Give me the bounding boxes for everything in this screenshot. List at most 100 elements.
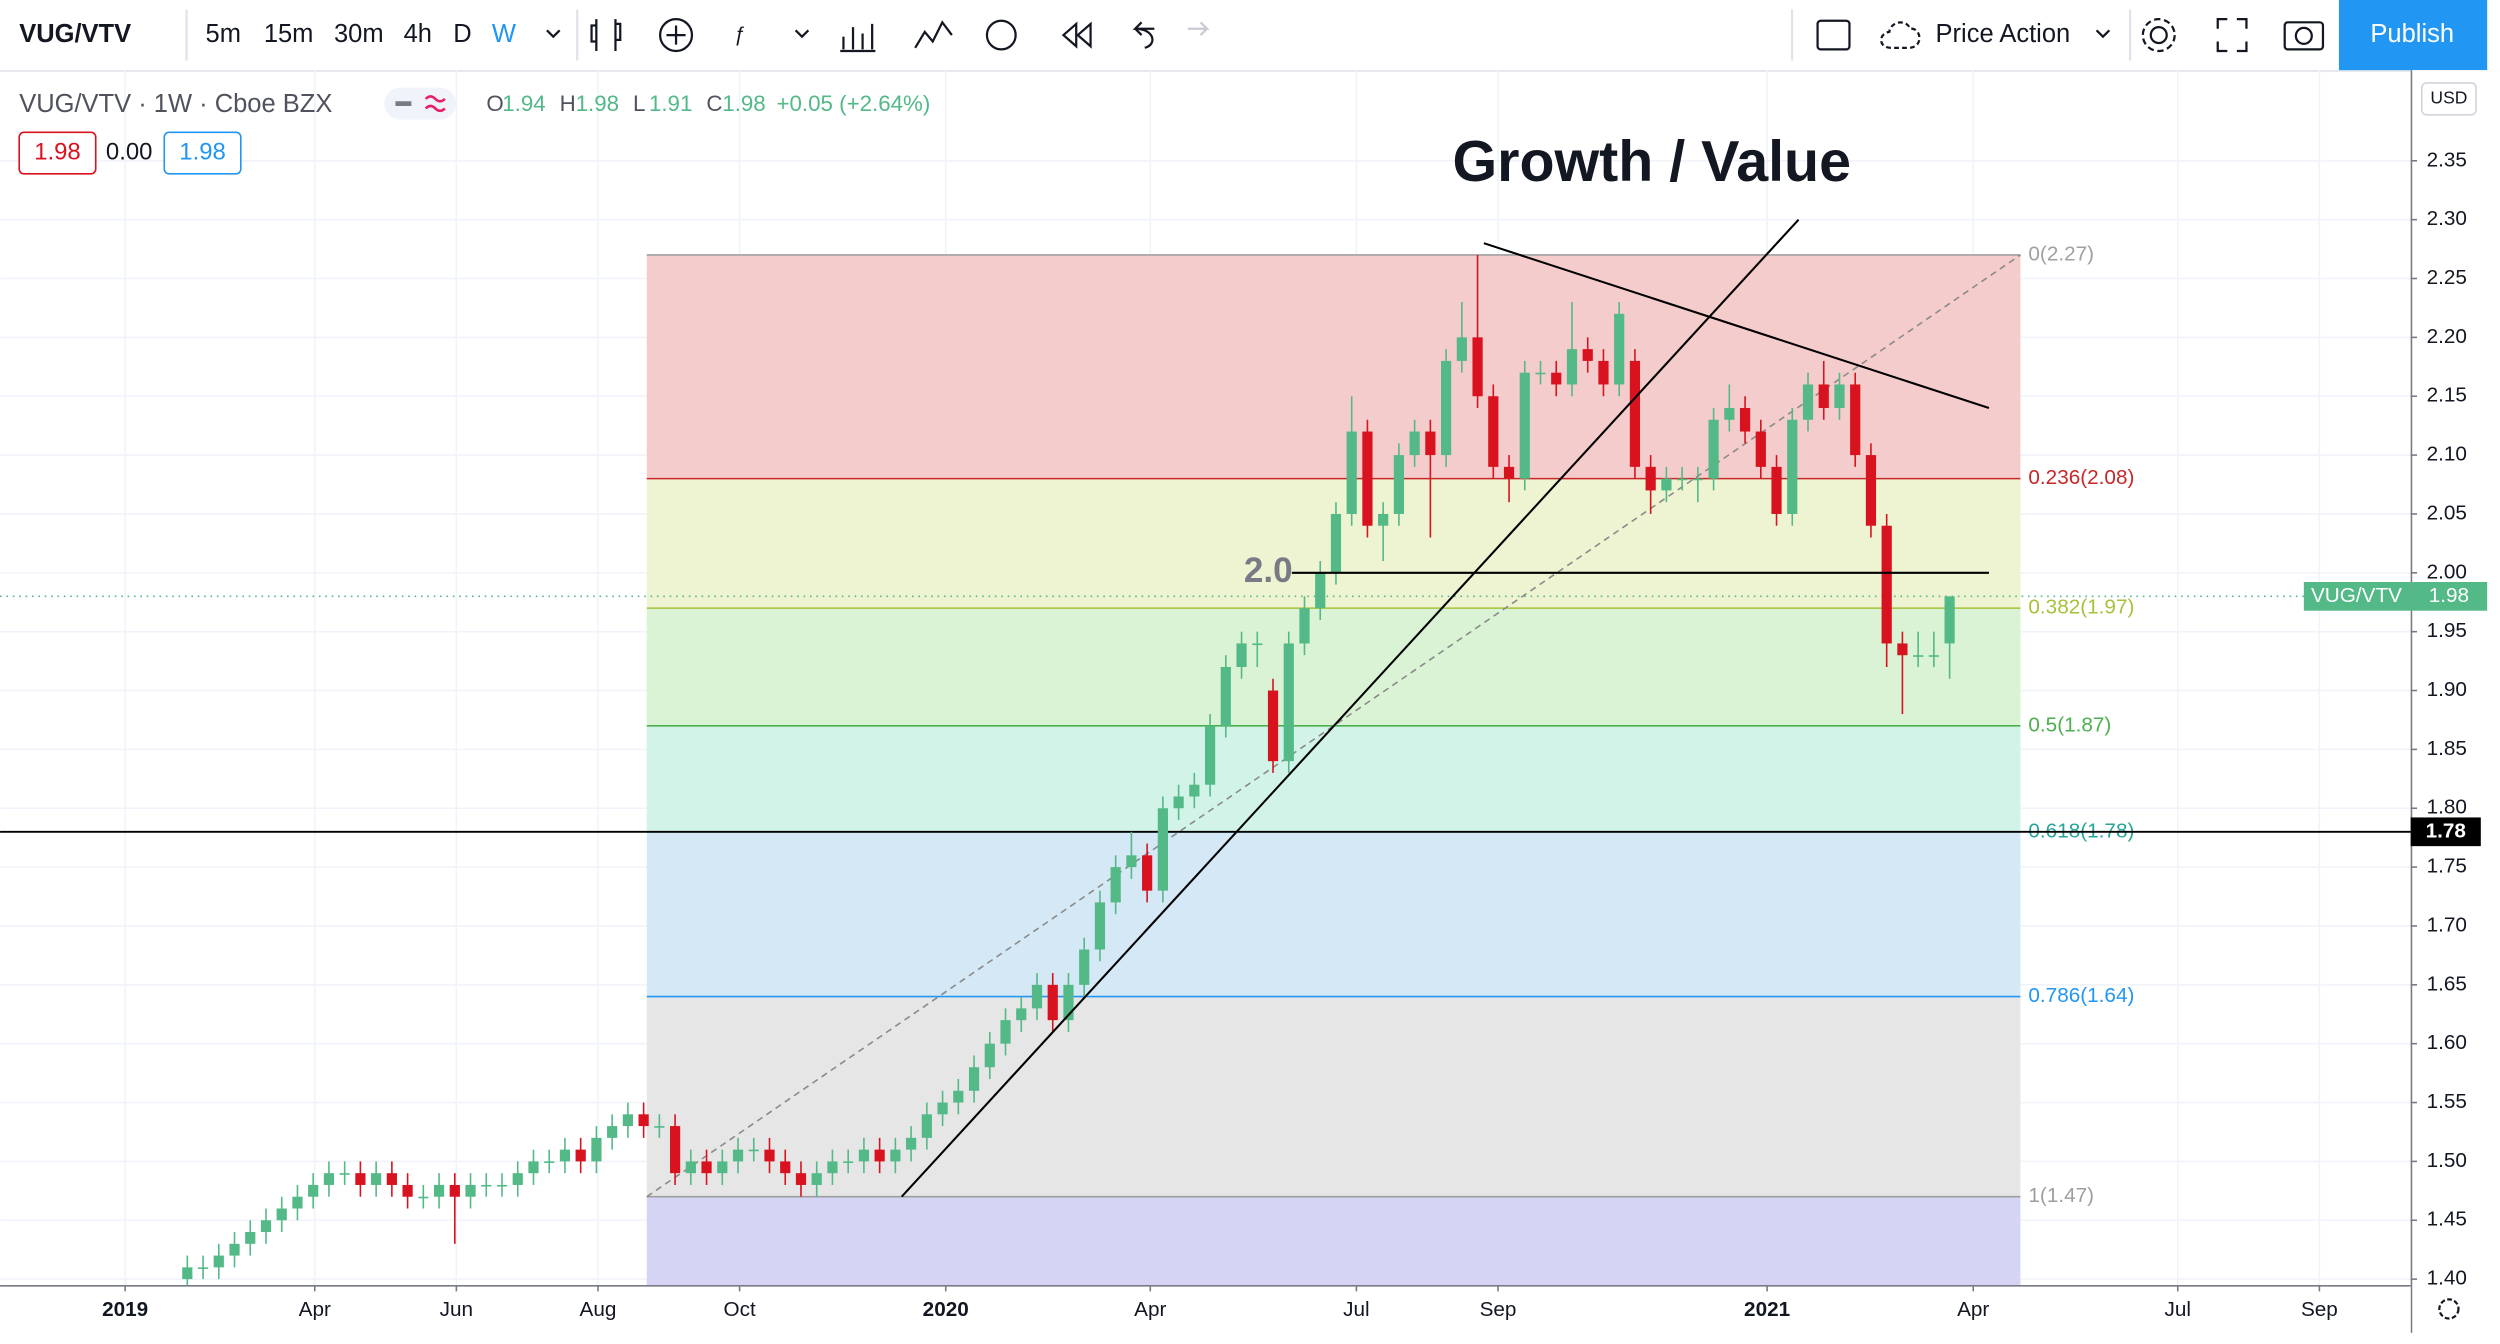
x-tick-label: Apr xyxy=(1134,1298,1166,1321)
interval-button[interactable]: W xyxy=(492,20,516,48)
interval-button[interactable]: 30m xyxy=(334,20,384,48)
candle-body xyxy=(685,1161,696,1174)
candle-body xyxy=(1598,360,1609,385)
last-price-name: VUG/VTV xyxy=(2311,584,2402,607)
candle-body xyxy=(1771,466,1782,514)
x-tick-label: 2020 xyxy=(923,1298,969,1321)
candle-body xyxy=(1016,1008,1027,1021)
interval-button[interactable]: 4h xyxy=(404,20,432,48)
publish-label[interactable]: Publish xyxy=(2370,20,2454,48)
candle-body xyxy=(1189,784,1200,797)
candle-body xyxy=(528,1161,539,1174)
candle-body xyxy=(811,1173,822,1185)
cloud-icon[interactable] xyxy=(1880,21,1921,49)
candle-body xyxy=(1724,408,1735,420)
currency-label[interactable]: USD xyxy=(2430,87,2467,107)
x-tick-label: Sep xyxy=(1480,1298,1517,1321)
candle-body xyxy=(308,1184,319,1197)
candle-body xyxy=(1865,455,1877,526)
symbol-search[interactable]: VUG/VTV xyxy=(19,20,131,48)
candle-body xyxy=(591,1137,602,1162)
chart-type[interactable] xyxy=(590,19,622,52)
candle-body xyxy=(764,1149,775,1162)
candle-body xyxy=(276,1208,287,1221)
ohlc-key: O xyxy=(486,91,503,116)
templates[interactable] xyxy=(914,20,953,49)
snapshot[interactable] xyxy=(2283,21,2325,51)
alert[interactable] xyxy=(985,19,1017,51)
candle-body xyxy=(1566,349,1578,385)
y-tick-label: 2.00 xyxy=(2427,560,2467,583)
y-tick-label: 2.25 xyxy=(2427,266,2467,289)
currency-box[interactable] xyxy=(2421,82,2477,116)
interval-button[interactable]: 15m xyxy=(264,20,314,48)
candle-body xyxy=(669,1126,681,1174)
snapshot-lens xyxy=(2294,26,2313,45)
candle-body xyxy=(1315,572,1326,609)
ohlc-value: 1.91 xyxy=(649,91,692,116)
legend-badge[interactable] xyxy=(384,87,457,120)
candle-body xyxy=(1299,608,1310,644)
interval-button[interactable]: D xyxy=(453,20,471,48)
compare-plus xyxy=(666,25,686,45)
price-axis xyxy=(2410,70,2500,1344)
layout-name[interactable]: Price Action xyxy=(1936,20,2071,48)
candle-body xyxy=(1031,984,1043,1009)
candle-body xyxy=(937,1102,948,1115)
select-layout[interactable] xyxy=(1816,19,1851,51)
ohlc-key: C xyxy=(706,91,722,116)
candle-body xyxy=(654,1126,665,1128)
fullscreen[interactable] xyxy=(2216,18,2248,53)
candle-body xyxy=(1582,349,1593,361)
hline-value: 1.78 xyxy=(2426,819,2466,842)
candle-body xyxy=(1818,384,1829,409)
interval-button[interactable]: 5m xyxy=(206,20,241,48)
indicators[interactable]: ƒ xyxy=(733,23,745,46)
candle-body xyxy=(197,1267,209,1269)
ohlc-key: L xyxy=(633,91,645,116)
interval-dropdown[interactable] xyxy=(546,29,561,39)
candle-body xyxy=(1503,466,1515,479)
candle-body xyxy=(827,1161,838,1174)
settings[interactable] xyxy=(2149,25,2168,45)
candle-body xyxy=(1614,313,1625,385)
indicators-dropdown[interactable] xyxy=(794,29,810,39)
candle-body xyxy=(1126,855,1137,868)
candle-body xyxy=(748,1149,759,1152)
candle-body xyxy=(386,1173,397,1185)
candle-body xyxy=(1094,902,1106,950)
compare[interactable] xyxy=(658,18,694,53)
candle-body xyxy=(1897,643,1908,656)
candle-body xyxy=(921,1114,932,1138)
candle-body xyxy=(1755,431,1766,467)
candle-body xyxy=(371,1173,382,1185)
y-tick-label: 1.40 xyxy=(2427,1267,2467,1290)
candle-body xyxy=(780,1161,791,1174)
settings-gear xyxy=(2141,18,2176,53)
x-tick-label: Jun xyxy=(440,1298,473,1321)
x-tick-label: Apr xyxy=(299,1298,331,1321)
candle-body xyxy=(1000,1020,1011,1044)
x-tick-label: Sep xyxy=(2301,1298,2338,1321)
toolbar xyxy=(0,0,2500,71)
publish-button[interactable] xyxy=(2338,0,2488,71)
axis-settings[interactable] xyxy=(2438,1298,2460,1320)
candle-body xyxy=(1110,867,1121,903)
candle-body xyxy=(953,1090,964,1103)
ohlc-value: 1.94 xyxy=(502,91,545,116)
candle-body xyxy=(1409,431,1420,456)
y-tick-label: 1.45 xyxy=(2427,1208,2467,1231)
candle-body xyxy=(1142,855,1153,891)
fib-band xyxy=(646,1196,2021,1286)
candle-body xyxy=(1677,478,1688,481)
candle-body xyxy=(1850,384,1861,456)
undo[interactable] xyxy=(1132,21,1155,49)
financials[interactable] xyxy=(840,23,876,53)
candle-body xyxy=(1629,360,1641,467)
layout-dropdown[interactable] xyxy=(2095,29,2111,39)
ohlc-value: 1.98 xyxy=(722,91,765,116)
fib-label: 0.786(1.64) xyxy=(2028,984,2134,1007)
replay[interactable] xyxy=(1061,21,1092,49)
fib-label: 1(1.47) xyxy=(2028,1184,2094,1207)
candle-body xyxy=(1739,408,1751,432)
